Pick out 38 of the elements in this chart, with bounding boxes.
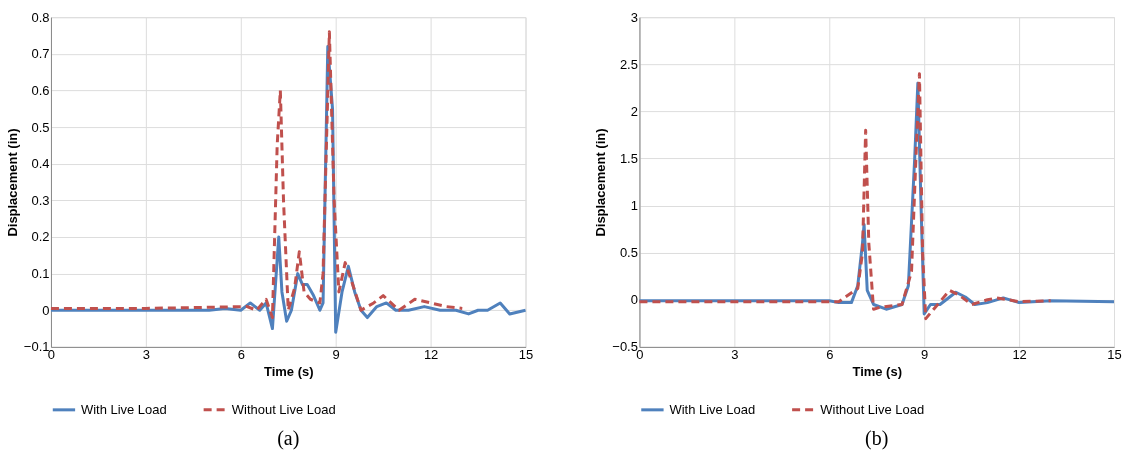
y-tick-label: 0.8 — [31, 9, 50, 25]
line-series — [637, 72, 1053, 321]
y-axis-title: Displacement (in) — [4, 128, 20, 237]
x-tick-label: 12 — [423, 347, 439, 363]
x-tick-label: 15 — [1107, 347, 1122, 363]
legend-label: Without Live Load — [231, 401, 336, 417]
legend-label: With Live Load — [669, 401, 756, 417]
y-tick-label: 2 — [630, 103, 638, 119]
y-tick-label: 0.1 — [31, 266, 50, 282]
y-tick-label: 0.6 — [31, 82, 50, 98]
y-axis-title: Displacement (in) — [593, 128, 609, 237]
x-axis-title: Time (s) — [263, 364, 314, 380]
y-tick-label: 0 — [42, 302, 50, 318]
x-tick-label: 3 — [142, 347, 150, 363]
x-tick-label: 9 — [332, 347, 340, 363]
legend-label: With Live Load — [80, 401, 167, 417]
y-tick-label: 0.4 — [31, 156, 50, 172]
y-tick-label: 1.5 — [619, 150, 638, 166]
text: (b) — [865, 426, 889, 450]
y-tick-label: 2.5 — [619, 56, 638, 72]
y-tick-label: 0.7 — [31, 46, 50, 62]
y-tick-label: 3 — [630, 9, 638, 25]
x-tick-label: 15 — [518, 347, 534, 363]
y-tick-label: 0 — [630, 292, 638, 308]
x-tick-label: 12 — [1012, 347, 1027, 363]
line-series — [49, 30, 464, 320]
x-tick-label: 3 — [731, 347, 739, 363]
y-tick-label: 1 — [630, 198, 638, 214]
y-tick-label: 0.5 — [619, 245, 638, 261]
x-axis-title: Time (s) — [852, 364, 902, 380]
legend-label: Without Live Load — [820, 401, 925, 417]
x-tick-label: 6 — [826, 347, 834, 363]
y-tick-label: 0.5 — [31, 119, 50, 135]
y-tick-label: 0.3 — [31, 192, 50, 208]
y-tick-label: 0.2 — [31, 229, 50, 245]
text: (a) — [277, 426, 300, 450]
x-tick-label: 6 — [237, 347, 245, 363]
x-tick-label: 9 — [921, 347, 929, 363]
